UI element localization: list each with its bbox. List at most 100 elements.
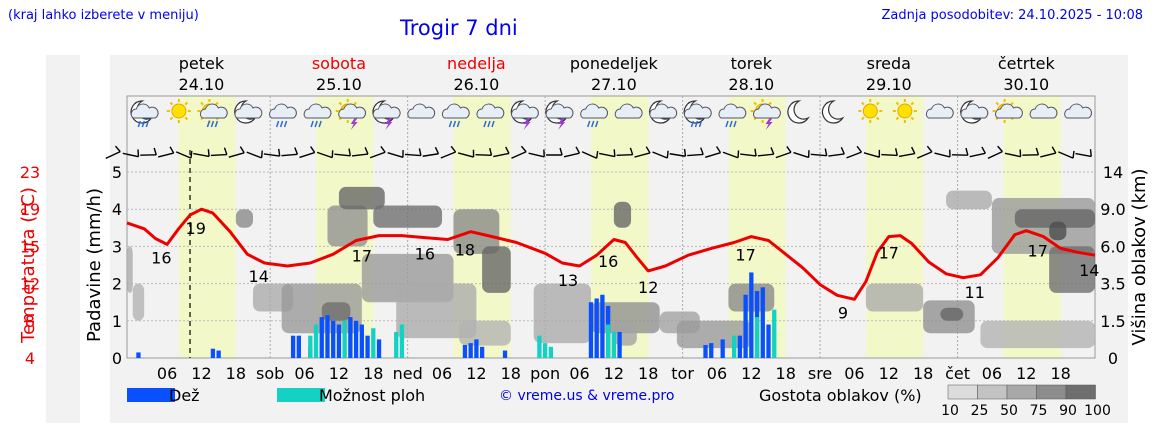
precip-tick: 1: [112, 312, 122, 331]
wind-feather: [434, 146, 440, 155]
sun-ray: [1010, 101, 1014, 106]
temperature-tick: 4: [25, 349, 35, 368]
wind-shaft: [404, 153, 421, 157]
wind-shaft: [863, 152, 880, 158]
sun-ray: [861, 116, 865, 121]
rain-bar: [502, 350, 508, 358]
wind-feather: [840, 146, 845, 155]
wind-feather: [666, 150, 669, 159]
showers-bar: [732, 335, 737, 358]
day-name: četrtek: [998, 54, 1056, 73]
lightning-bolt: [350, 118, 358, 130]
rain-drop: [318, 120, 322, 128]
wind-shaft: [511, 151, 527, 159]
cloud-rain-icon: [269, 103, 297, 128]
x-tick-label: 18: [1050, 364, 1070, 383]
wind-shaft: [157, 152, 174, 158]
wind-barb-icon: [669, 148, 687, 157]
location-menu-hint: (kraj lahko izberete v meniju): [8, 8, 199, 23]
wind-feather: [380, 145, 386, 153]
temperature-label: 13: [558, 271, 578, 290]
wind-barb-icon: [528, 149, 545, 158]
wind-feather: [223, 147, 228, 155]
cloud-height-tick: 0: [1108, 349, 1118, 368]
rain-drop: [206, 120, 211, 128]
wind-barb-icon: [881, 148, 898, 157]
day-name: nedelja: [447, 54, 506, 73]
rain-bar: [210, 348, 216, 358]
temperature-axis-band: [46, 55, 80, 423]
wind-feather: [786, 146, 792, 153]
showers-bar: [399, 324, 405, 358]
rain-bar: [376, 339, 382, 358]
day-date: 26.10: [453, 75, 499, 94]
wind-feather: [824, 148, 828, 156]
rain-bar: [468, 343, 473, 358]
sun-disc: [897, 103, 913, 119]
cloud-density-swatch: [1036, 384, 1067, 400]
rain-drop: [214, 120, 219, 128]
x-tick-label: tor: [671, 364, 694, 383]
cloud-shape: [1029, 103, 1058, 119]
rain-bar: [319, 317, 324, 358]
cloud-shape: [614, 103, 643, 119]
day-name: ponedeljek: [570, 54, 659, 73]
wind-feather: [965, 147, 969, 156]
wind-feather: [878, 149, 881, 158]
x-tick-label: pon: [530, 364, 560, 383]
rain-bar: [737, 335, 743, 358]
cloud-density-patch: [613, 201, 632, 228]
temperature-label: 9: [838, 304, 848, 323]
wind-shaft: [916, 151, 933, 159]
sun-ray: [861, 101, 865, 106]
rain-bar: [766, 324, 771, 358]
day-band: [865, 96, 924, 358]
cloud-shape: [441, 103, 470, 119]
rain-bar: [588, 302, 594, 358]
wind-feather: [807, 150, 810, 158]
wind-barb-icon: [387, 150, 404, 159]
wind-barb-icon: [369, 145, 386, 159]
wind-shaft: [775, 151, 792, 159]
rain-drop: [141, 120, 145, 128]
x-tick-label: 12: [329, 364, 349, 383]
wind-barb-icon: [246, 150, 263, 159]
x-tick-label: 12: [604, 364, 624, 383]
copyright-link[interactable]: © vreme.us & vreme.pro: [499, 388, 675, 404]
wind-barb-icon: [263, 148, 281, 157]
x-tick-label: 12: [879, 364, 899, 383]
precip-tick: 5: [112, 163, 122, 182]
cloud-shape: [580, 103, 609, 119]
wind-barb-icon: [969, 146, 986, 158]
wind-barb-icon: [898, 146, 916, 158]
wind-barb-icon: [705, 146, 722, 159]
showers-bar: [542, 343, 548, 358]
cloud-heavy-rain-icon: [718, 103, 747, 128]
wind-barb-icon: [563, 146, 581, 158]
cloud-shape: [545, 103, 574, 119]
showers-bar: [548, 346, 554, 358]
wind-shaft: [810, 153, 827, 157]
cloud-shape: [476, 103, 505, 119]
cloud-shape: [511, 103, 539, 119]
wind-feather: [754, 148, 757, 157]
temperature-label: 12: [638, 278, 658, 297]
cloud-density-swatch: [1006, 384, 1037, 400]
wind-barb-icon: [863, 149, 881, 158]
rain-bar: [479, 346, 485, 358]
wind-barb-icon: [775, 146, 792, 159]
wind-feather: [559, 147, 563, 156]
rain-drop: [452, 120, 457, 128]
wind-feather: [683, 148, 687, 157]
wind-shaft: [881, 153, 898, 157]
wind-shaft: [793, 151, 809, 159]
x-tick-label: 18: [226, 364, 246, 383]
temperature-label: 16: [415, 245, 435, 264]
chart-title: Trogir 7 dni: [400, 16, 518, 40]
wind-shaft: [263, 153, 280, 157]
rain-drop: [591, 120, 595, 128]
rain-drop: [694, 120, 699, 128]
wind-feather: [153, 147, 157, 156]
cloud-shape: [234, 103, 263, 119]
sun-ray: [875, 101, 880, 106]
